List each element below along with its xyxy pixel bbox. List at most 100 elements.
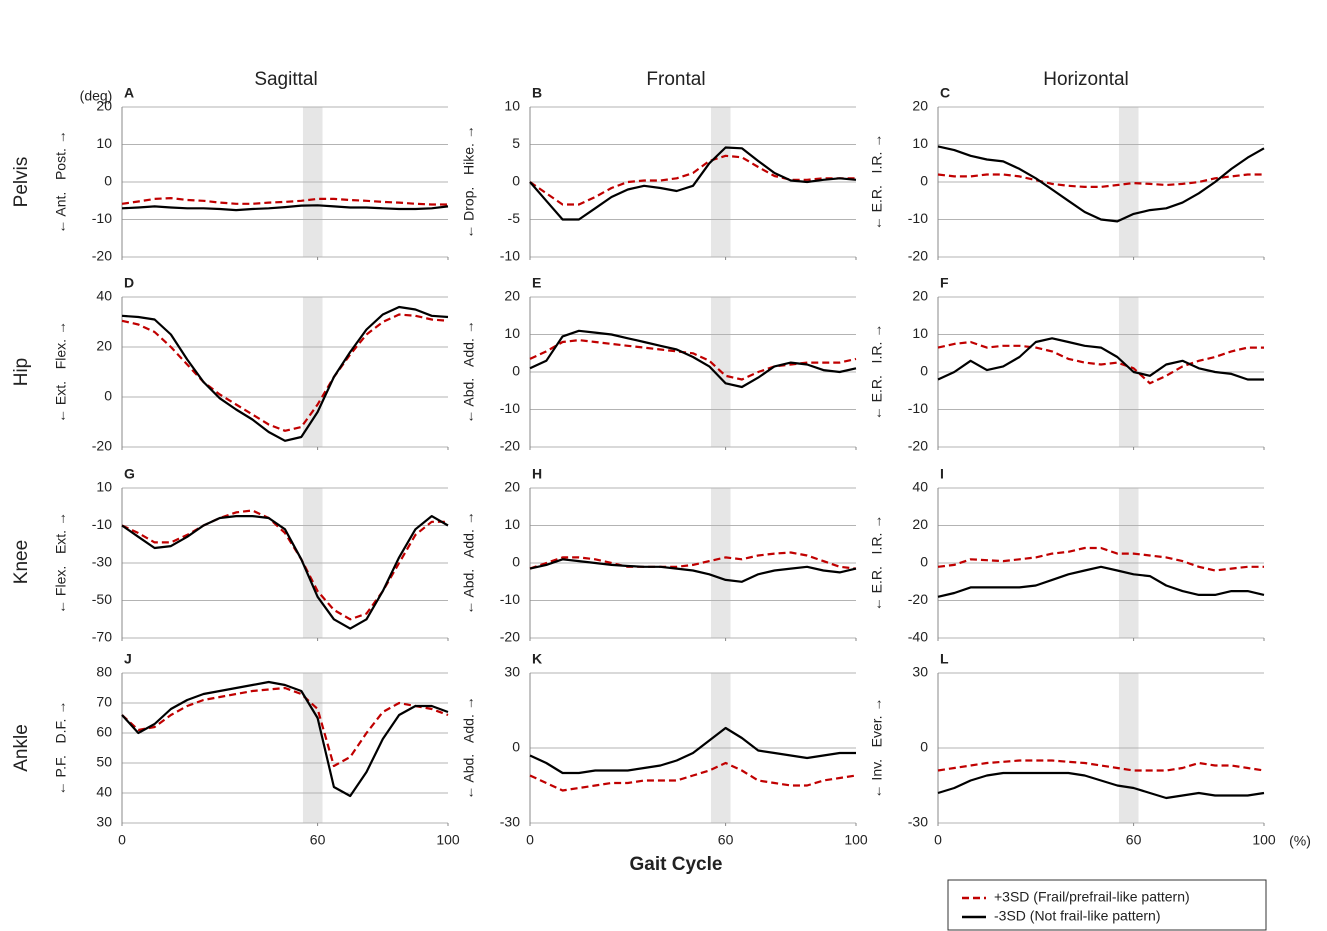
x-unit: (%)	[1289, 833, 1311, 849]
y-tick-label: 20	[504, 479, 520, 495]
highlight-band	[303, 673, 323, 823]
panel-letter: G	[124, 466, 135, 482]
y-tick-label: -70	[92, 629, 112, 645]
panel-letter: E	[532, 275, 541, 291]
y-tick-label: 0	[104, 388, 112, 404]
y-tick-label: 10	[504, 516, 520, 532]
y-tick-label: 20	[96, 338, 112, 354]
panel-letter: K	[532, 651, 542, 667]
y-tick-label: 10	[96, 479, 112, 495]
y-tick-label: -10	[92, 210, 112, 226]
y-tick-label: 10	[504, 98, 520, 114]
x-tick-label: 100	[844, 832, 868, 848]
y-tick-label: -30	[500, 814, 520, 830]
panel-letter: L	[940, 651, 949, 667]
row-label: Pelvis	[11, 157, 32, 208]
series-line	[122, 198, 448, 204]
x-axis-title: Gait Cycle	[630, 854, 723, 875]
y-tick-label: -10	[500, 591, 520, 607]
series-line	[122, 205, 448, 210]
y-tick-label: 40	[96, 288, 112, 304]
x-tick-label: 60	[1126, 832, 1142, 848]
series-line	[530, 148, 856, 220]
y-tick-label: 0	[512, 554, 520, 570]
y-axis-label: ← E.R. I.R. →	[869, 515, 885, 611]
y-tick-label: -40	[908, 629, 928, 645]
row-label: Knee	[11, 540, 32, 584]
y-tick-label: 20	[504, 288, 520, 304]
y-tick-label: 40	[912, 479, 928, 495]
series-line	[530, 763, 856, 791]
y-tick-label: -20	[908, 591, 928, 607]
y-axis-label: ← Abd. Add. →	[461, 511, 477, 615]
page: {"columns": ["Sagittal", "Frontal", "Hor…	[0, 0, 1327, 931]
y-axis-label: ← Abd. Add. →	[461, 320, 477, 424]
y-tick-label: -20	[92, 438, 112, 454]
series-line	[122, 688, 448, 766]
y-tick-label: -10	[500, 248, 520, 264]
y-axis-label: ← Flex. Ext. →	[53, 512, 69, 614]
panel-letter: C	[940, 85, 950, 101]
series-line	[122, 315, 448, 431]
panel-letter: I	[940, 466, 944, 482]
y-tick-label: -20	[908, 248, 928, 264]
y-tick-label: -10	[908, 210, 928, 226]
y-tick-label: 80	[96, 664, 112, 680]
panel-letter: D	[124, 275, 134, 291]
series-line	[938, 567, 1264, 597]
y-tick-label: 20	[912, 516, 928, 532]
y-tick-label: -20	[500, 629, 520, 645]
y-tick-label: 0	[920, 173, 928, 189]
row-label: Hip	[11, 358, 32, 387]
y-tick-label: -20	[500, 438, 520, 454]
y-tick-label: 40	[96, 784, 112, 800]
x-tick-label: 0	[118, 832, 126, 848]
y-tick-label: 10	[96, 135, 112, 151]
series-line	[122, 307, 448, 441]
panel-letter: A	[124, 85, 134, 101]
series-line	[530, 331, 856, 387]
y-tick-label: 0	[920, 739, 928, 755]
column-header: Horizontal	[1043, 69, 1129, 90]
y-tick-label: -30	[908, 814, 928, 830]
x-tick-label: 100	[1252, 832, 1276, 848]
legend-label: +3SD (Frail/prefrail-like pattern)	[994, 889, 1190, 905]
y-tick-label: -5	[508, 210, 521, 226]
x-tick-label: 100	[436, 832, 460, 848]
y-tick-label: 0	[512, 173, 520, 189]
y-tick-label: 10	[912, 325, 928, 341]
figure: Sagittal Frontal Horizontal Pelvis Hip K…	[0, 0, 1327, 931]
series-line	[938, 773, 1264, 798]
y-tick-label: 30	[504, 664, 520, 680]
column-header: Frontal	[646, 69, 705, 90]
y-tick-label: 30	[912, 664, 928, 680]
y-tick-label: -20	[908, 438, 928, 454]
y-tick-label: 0	[920, 554, 928, 570]
x-tick-label: 0	[934, 832, 942, 848]
y-tick-label: 60	[96, 724, 112, 740]
y-axis-label: ← Ext. Flex. →	[53, 321, 69, 423]
series-line	[938, 761, 1264, 771]
series-line	[938, 338, 1264, 379]
panel-letter: H	[532, 466, 542, 482]
y-tick-label: -10	[908, 400, 928, 416]
series-line	[530, 156, 856, 205]
y-axis-label: ← E.R. I.R. →	[869, 134, 885, 230]
panel-letter: F	[940, 275, 949, 291]
y-tick-label: 0	[512, 363, 520, 379]
y-axis-label: ← P.F. D.F. →	[53, 701, 69, 796]
y-tick-label: -30	[92, 554, 112, 570]
legend-label: -3SD (Not frail-like pattern)	[994, 908, 1161, 924]
y-tick-label: 50	[96, 754, 112, 770]
y-axis-label: ← Abd. Add. →	[461, 696, 477, 800]
y-tick-label: 5	[512, 135, 520, 151]
y-tick-label: 0	[920, 363, 928, 379]
y-tick-label: 10	[912, 135, 928, 151]
y-tick-label: -10	[92, 516, 112, 532]
y-axis-label: ← Ant. Post. →	[53, 130, 69, 233]
y-tick-label: -50	[92, 591, 112, 607]
highlight-band	[303, 297, 323, 447]
y-tick-label: 30	[96, 814, 112, 830]
series-line	[122, 682, 448, 796]
y-axis-label: ← Inv. Ever. →	[869, 698, 885, 799]
